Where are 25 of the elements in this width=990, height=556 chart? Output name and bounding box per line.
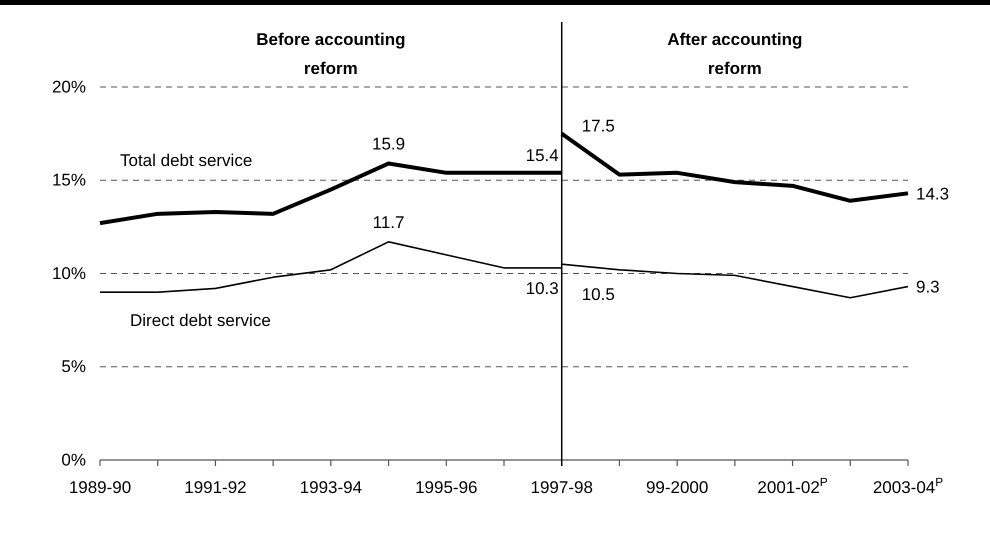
data-label: 14.3	[916, 184, 950, 204]
text: Total debt service	[120, 151, 252, 170]
data-label: 15.9	[372, 134, 406, 154]
y-tick-label: 20%	[52, 77, 86, 96]
data-label: 17.5	[582, 116, 615, 136]
data-label: 11.7	[372, 212, 404, 232]
y-tick-label: 15%	[52, 170, 86, 190]
x-tick-label: 2003-04$^{P}$	[872, 475, 944, 498]
text: Before accounting reform	[256, 30, 406, 78]
data-label: 15.4	[526, 146, 559, 165]
y-tick-label: 10%	[52, 264, 86, 283]
text: After accounting reform	[667, 30, 802, 78]
x-tick-label: 1991-92	[184, 478, 247, 498]
data-label: 10.5	[582, 285, 615, 304]
x-tick-label: 1993-94	[300, 478, 362, 498]
x-tick-label: 1997-98	[530, 478, 593, 498]
data-label: 9.3	[916, 278, 940, 297]
y-tick-label: 0%	[61, 450, 86, 470]
x-tick-label: 2001-02$^{P}$	[757, 475, 828, 498]
series-label: Direct debt service	[130, 311, 271, 330]
x-tick-label: 99-2000	[646, 478, 708, 498]
x-tick-label: 1995-96	[415, 478, 478, 498]
x-tick-label: 1989-90	[68, 478, 132, 498]
y-tick-label: 5%	[61, 357, 86, 376]
data-label: 10.3	[526, 278, 559, 298]
